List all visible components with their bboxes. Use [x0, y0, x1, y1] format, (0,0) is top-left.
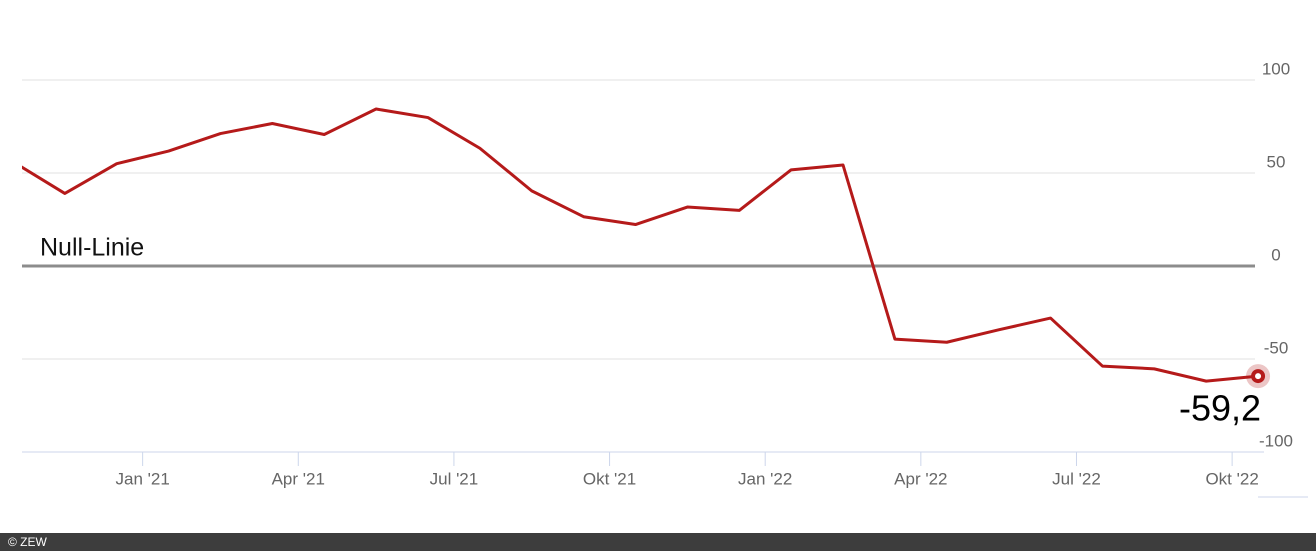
- y-tick-label: 100: [1262, 59, 1290, 78]
- data-label: -59,2: [1179, 388, 1261, 429]
- source: © ZEW: [8, 535, 48, 549]
- zero-line-label: Null-Linie: [40, 234, 144, 262]
- x-tick-label: Apr '22: [894, 469, 947, 488]
- y-tick-label: -50: [1264, 338, 1289, 357]
- y-tick-label: 0: [1271, 245, 1280, 264]
- x-tick-label: Okt '22: [1205, 469, 1258, 488]
- x-tick-label: Jul '21: [430, 469, 479, 488]
- y-tick-label: -100: [1259, 431, 1293, 450]
- line: [22, 107, 1259, 383]
- x-tick-label: Apr '21: [272, 469, 325, 488]
- x-tick-label: Jan '22: [738, 469, 792, 488]
- plot-area: [22, 107, 1259, 383]
- marker-center: [1255, 373, 1262, 380]
- x-tick-label: Jan '21: [115, 469, 169, 488]
- x-tick-label: Jul '22: [1052, 469, 1101, 488]
- x-tick-label: Okt '21: [583, 469, 636, 488]
- y-tick-label: 50: [1267, 152, 1286, 171]
- footer-bar: [0, 533, 1316, 551]
